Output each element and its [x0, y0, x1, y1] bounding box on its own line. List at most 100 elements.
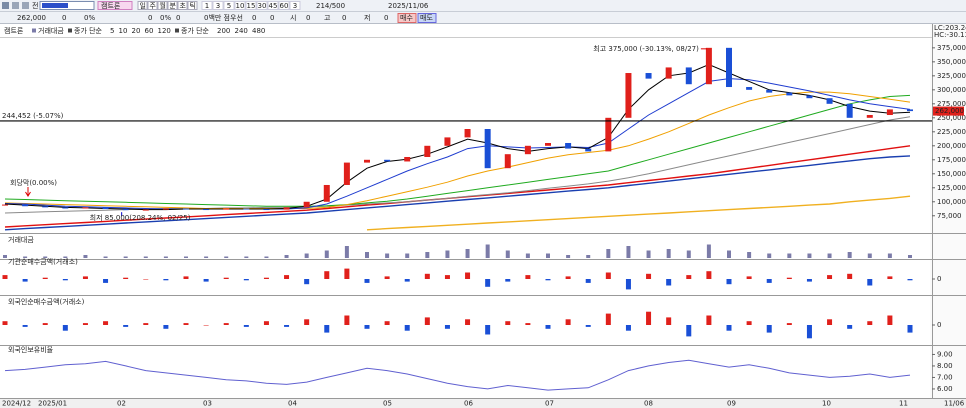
candle: [746, 87, 753, 90]
net-buy-bar: [444, 325, 450, 329]
interval-button[interactable]: [223, 1, 235, 10]
net-buy-bar: [766, 325, 772, 333]
price-tag: 262,000: [935, 107, 964, 115]
volume-bar: [546, 253, 550, 258]
candle: [786, 92, 793, 96]
quote-cell: 0: [270, 14, 274, 22]
volume-bar: [344, 246, 349, 258]
candle: [625, 73, 632, 118]
net-buy-bar: [284, 325, 290, 327]
y-tick-label: 75,000: [937, 212, 962, 220]
candle: [203, 209, 210, 211]
period-button[interactable]: [177, 1, 188, 10]
legend-entry: 480: [252, 27, 265, 35]
volume-bar: [727, 250, 731, 258]
candle: [283, 207, 290, 210]
note: 회당막(0.00%): [10, 178, 57, 187]
interval-button[interactable]: [245, 1, 257, 10]
interval-button[interactable]: [234, 1, 246, 10]
x-axis-label: 02: [117, 400, 126, 408]
volume-bar: [405, 253, 410, 258]
net-buy-bar: [22, 279, 28, 282]
candle: [605, 117, 612, 152]
period: 일: [140, 1, 146, 10]
menu-icon[interactable]: [22, 2, 29, 9]
candle: [122, 209, 129, 211]
sell-button[interactable]: [417, 13, 437, 23]
period-button[interactable]: [147, 1, 158, 10]
net-buy-bar: [505, 279, 511, 282]
net-buy-bar: [827, 319, 833, 325]
interval-button[interactable]: [201, 1, 213, 10]
net-buy-bar: [424, 273, 430, 279]
volume-bar: [385, 253, 390, 258]
period-button[interactable]: [137, 1, 148, 10]
legend-entry: 120: [158, 27, 171, 35]
volume-bar: [83, 255, 88, 258]
candle: [726, 47, 732, 88]
y-tick-label: 100,000: [937, 198, 966, 206]
legend-swatch: [175, 28, 179, 33]
quote-cell: 0%: [160, 14, 171, 22]
candle: [766, 89, 773, 93]
stock-label: 캠트론: [4, 27, 24, 35]
moving-average: [4, 91, 911, 209]
y-tick-label: 375,000: [937, 44, 966, 52]
period-button[interactable]: [157, 1, 168, 10]
volume-bar: [787, 253, 792, 258]
candle: [303, 201, 310, 208]
sell: 매도: [420, 14, 433, 22]
interval-button[interactable]: [289, 1, 301, 10]
name-box[interactable]: [97, 1, 133, 10]
net-buy-bar: [525, 323, 531, 325]
volume-bar: [827, 253, 832, 258]
volume-bar: [365, 252, 369, 258]
candle: [705, 47, 712, 85]
net-buy-bar: [806, 325, 812, 339]
period-button[interactable]: [167, 1, 178, 10]
net-buy-bar: [847, 325, 853, 329]
interval-button[interactable]: [267, 1, 279, 10]
net-buy-bar: [42, 277, 48, 279]
net-buy-bar: [344, 315, 350, 325]
mode: 전: [32, 1, 38, 10]
buy-button[interactable]: [397, 13, 417, 23]
y-tick-label: 300,000: [937, 86, 966, 94]
net-buy-bar: [123, 325, 129, 327]
net-buy-bar: [485, 325, 491, 335]
net-buy-bar: [183, 323, 189, 325]
candle: [484, 129, 491, 169]
period-button[interactable]: [187, 1, 198, 10]
net-buy-bar: [726, 325, 732, 331]
menu-icon[interactable]: [12, 2, 19, 9]
interval-button[interactable]: [278, 1, 290, 10]
net-buy-bar: [706, 271, 712, 279]
interval-button[interactable]: [212, 1, 224, 10]
buy: 매수: [400, 14, 413, 22]
net-buy-bar: [585, 325, 591, 327]
net-buy-bar: [364, 279, 370, 283]
volume-bar: [686, 250, 691, 258]
corner-label: LC:203.24: [934, 24, 966, 32]
volume-bar: [304, 253, 309, 258]
menu-icon[interactable]: [2, 2, 9, 9]
candle: [866, 115, 873, 118]
net-buy-bar: [686, 325, 692, 337]
quote-cell: 0: [62, 14, 66, 22]
interval: 3: [293, 2, 297, 10]
y-tick-label: 200,000: [937, 142, 966, 150]
quote-cell: 고: [324, 14, 331, 22]
y-tick-label: 150,000: [937, 170, 966, 178]
volume-bar: [143, 256, 148, 258]
y-tick-label: 175,000: [937, 156, 966, 164]
y-tick-label: 225,000: [937, 128, 966, 136]
net-buy-bar: [143, 279, 149, 280]
candle: [504, 154, 511, 169]
interval-button[interactable]: [256, 1, 268, 10]
net-buy-bar: [384, 276, 390, 279]
candle: [162, 208, 169, 210]
candle: [82, 207, 89, 209]
quote-cell: 0: [384, 14, 388, 22]
x-axis-label: 2025/01: [38, 400, 67, 408]
net-buy-bar: [786, 323, 792, 325]
